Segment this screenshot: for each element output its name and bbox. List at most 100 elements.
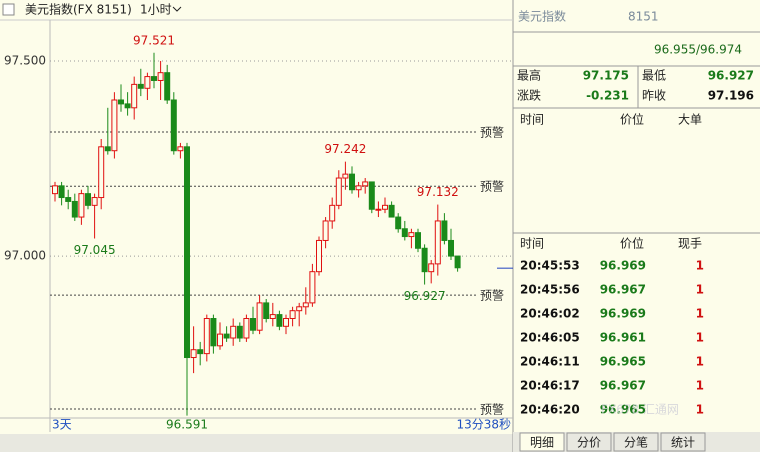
candle-body <box>118 99 124 105</box>
annotation: 96.591 <box>166 418 208 432</box>
tab-label[interactable]: 明细 <box>530 436 554 450</box>
annotation: 97.521 <box>133 33 175 47</box>
y-tick-label: 97.000 <box>4 249 46 263</box>
tick-price: 96.969 <box>600 307 646 321</box>
tick-time: 20:45:56 <box>520 283 580 297</box>
column-header: 价位 <box>620 112 644 127</box>
dropdown-arrow[interactable] <box>172 6 182 12</box>
candle-body <box>65 197 72 202</box>
candle-body <box>243 318 250 339</box>
candle-body <box>223 333 230 339</box>
candle-body <box>203 318 210 355</box>
tick-price: 96.961 <box>600 331 646 345</box>
candle-body <box>111 99 118 152</box>
candle-body <box>421 247 428 273</box>
tab[interactable] <box>613 432 659 452</box>
tab-label[interactable]: 统计 <box>671 436 695 450</box>
candle-body <box>184 146 190 359</box>
tick-time: 20:46:02 <box>520 307 580 321</box>
tick-volume: 1 <box>696 403 704 417</box>
countdown: 13分38秒 <box>456 418 511 432</box>
tick-time: 20:46:20 <box>520 403 580 417</box>
annotation: 97.242 <box>324 142 366 156</box>
tick-time: 20:46:05 <box>520 331 580 345</box>
candle-body <box>250 318 256 331</box>
candle-body <box>335 177 342 206</box>
candle-body <box>144 76 151 89</box>
candle-body <box>382 204 388 210</box>
checkbox[interactable] <box>2 3 15 16</box>
tick-time: 20:45:53 <box>520 259 580 273</box>
candle-body <box>104 146 111 152</box>
candle-body <box>269 314 276 320</box>
candle-body <box>368 181 375 210</box>
tick-price: 96.965 <box>600 355 646 369</box>
alert-label: 预警 <box>480 402 504 417</box>
stat-value: 96.927 <box>708 69 754 83</box>
tick-volume: 1 <box>696 331 704 345</box>
y-tick-label: 97.500 <box>4 53 46 67</box>
tab[interactable] <box>660 432 706 452</box>
annotation: 97.132 <box>417 185 459 199</box>
candle-body <box>85 193 91 206</box>
tab-label[interactable]: 分笔 <box>624 435 648 450</box>
tick-volume: 1 <box>696 283 704 297</box>
column-header: 现手 <box>678 237 702 251</box>
candle-body <box>289 310 296 319</box>
watermark: FX678 汇通网 <box>601 403 679 417</box>
candle-body <box>91 197 98 206</box>
annotation: 96.927 <box>404 289 446 303</box>
tick-volume: 1 <box>696 379 704 393</box>
candle-body <box>71 200 78 218</box>
candle-body <box>170 99 177 152</box>
tick-volume: 1 <box>696 259 704 273</box>
range-label: 3天 <box>52 418 72 432</box>
candle-body <box>283 318 289 327</box>
candle-body <box>164 72 171 101</box>
candle-body <box>78 193 85 218</box>
candle-body <box>388 204 395 218</box>
candle-body <box>448 239 454 257</box>
candle-body <box>349 173 355 191</box>
candle-body <box>177 146 184 152</box>
chart-title: 美元指数(FX 8151) <box>25 2 132 17</box>
candle-body <box>276 314 283 327</box>
candle-body <box>322 220 329 241</box>
alert-label: 预警 <box>480 288 504 303</box>
tab-label[interactable]: 分价 <box>577 436 601 450</box>
candle-body <box>157 72 164 81</box>
tab[interactable] <box>566 432 612 452</box>
candle-body <box>236 325 243 339</box>
stat-label: 最低 <box>642 69 666 83</box>
period[interactable]: 1小时 <box>140 3 172 17</box>
tick-price: 96.965 <box>600 403 646 417</box>
candle-body <box>124 103 131 109</box>
stat-label: 昨收 <box>642 89 666 103</box>
candle-body <box>395 216 402 230</box>
candle-body <box>309 271 316 304</box>
candle-body <box>131 83 138 109</box>
column-header: 大单 <box>678 113 702 127</box>
candle-body <box>302 302 309 308</box>
candle-body <box>197 349 204 355</box>
candle-body <box>329 204 336 222</box>
tab[interactable] <box>519 432 565 452</box>
candle-body <box>434 220 441 265</box>
candle-body <box>190 349 197 359</box>
candle-body <box>151 76 157 81</box>
stat-value: 97.196 <box>708 89 754 103</box>
candle-body <box>415 232 421 249</box>
alert-label: 预警 <box>480 124 504 139</box>
candle-body <box>408 232 415 238</box>
tick-time: 20:46:17 <box>520 379 580 393</box>
tick-time: 20:46:11 <box>520 355 580 369</box>
stat-value: 97.175 <box>583 69 629 83</box>
candle-body <box>263 302 270 319</box>
tick-price: 96.969 <box>600 259 646 273</box>
column-header: 时间 <box>520 113 544 127</box>
candle-body <box>401 228 408 238</box>
stat-label: 最高 <box>517 68 541 83</box>
